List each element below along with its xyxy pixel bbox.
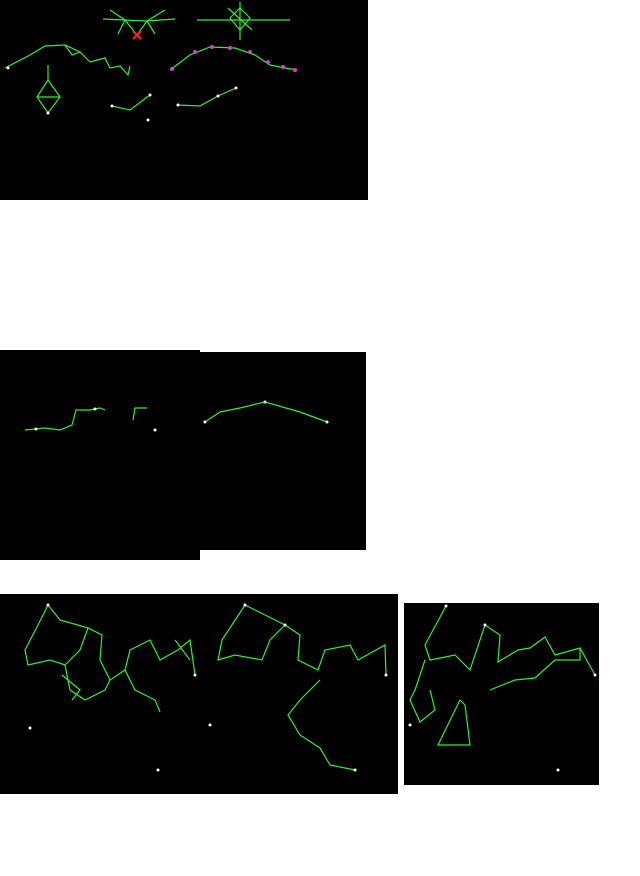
graph-node bbox=[216, 94, 220, 98]
graph-node bbox=[234, 86, 238, 90]
graph-node bbox=[146, 118, 150, 122]
graph-edge bbox=[217, 604, 387, 676]
graph-edge bbox=[227, 7, 253, 31]
graph-edge bbox=[229, 7, 251, 31]
graph-edge bbox=[64, 44, 81, 56]
panel-background bbox=[0, 350, 200, 560]
graph-edge bbox=[204, 401, 328, 423]
graph-node bbox=[208, 723, 212, 727]
graph-edge bbox=[244, 604, 286, 626]
graph-node bbox=[408, 723, 412, 727]
graph-node bbox=[384, 673, 388, 677]
graph-node bbox=[28, 726, 32, 730]
graph-edge bbox=[489, 648, 581, 691]
graph-node bbox=[46, 603, 50, 607]
graph-node bbox=[193, 50, 197, 54]
panel-background bbox=[0, 0, 368, 200]
graph-node bbox=[203, 420, 207, 424]
panel-background bbox=[404, 603, 599, 785]
graph-edge bbox=[64, 664, 111, 701]
graph-edge bbox=[174, 639, 191, 661]
graph-node bbox=[266, 60, 270, 64]
graph-node bbox=[6, 66, 10, 70]
graph-edge bbox=[177, 87, 237, 107]
node-group bbox=[34, 400, 329, 432]
graph-edge bbox=[24, 604, 196, 681]
panel-background bbox=[195, 352, 366, 550]
graph-edge bbox=[61, 674, 81, 701]
graph-node bbox=[153, 428, 157, 432]
panel-bottom bbox=[0, 594, 599, 794]
graph-node bbox=[46, 111, 50, 115]
graph-node bbox=[170, 67, 174, 71]
graph-node bbox=[156, 768, 160, 772]
graph-node bbox=[293, 68, 297, 72]
graph-node bbox=[34, 427, 38, 431]
graph-edge bbox=[437, 699, 471, 746]
graph-edge bbox=[287, 679, 356, 771]
graph-edge bbox=[424, 605, 596, 676]
panel-top bbox=[0, 0, 368, 200]
node-group bbox=[170, 45, 297, 72]
graph-node bbox=[444, 604, 448, 608]
graph-node bbox=[263, 400, 267, 404]
graph-node bbox=[228, 46, 232, 50]
node-group bbox=[6, 66, 238, 122]
graph-edge bbox=[24, 407, 106, 431]
graph-node bbox=[210, 45, 214, 49]
graph-node bbox=[325, 420, 329, 424]
graph-edge bbox=[111, 94, 151, 111]
graph-node bbox=[110, 104, 114, 108]
graph-edge bbox=[132, 30, 142, 40]
panel-middle bbox=[0, 350, 366, 560]
graph-edge bbox=[102, 18, 176, 22]
graph-node bbox=[248, 50, 252, 54]
graph-edge bbox=[124, 669, 161, 713]
graph-edge bbox=[117, 19, 126, 35]
graph-node bbox=[483, 623, 487, 627]
graph-edge bbox=[132, 407, 147, 421]
graph-edge bbox=[146, 20, 156, 35]
panel-background bbox=[0, 594, 398, 794]
graph-node bbox=[556, 768, 560, 772]
graph-edge bbox=[47, 604, 89, 629]
graph-node bbox=[593, 673, 597, 677]
graph-node bbox=[176, 103, 180, 107]
graph-edge bbox=[409, 659, 436, 723]
graph-node bbox=[193, 673, 197, 677]
graph-node bbox=[243, 603, 247, 607]
graph-node bbox=[148, 93, 152, 97]
graph-edge bbox=[4, 44, 131, 77]
graph-node bbox=[283, 623, 287, 627]
graph-node bbox=[353, 768, 357, 772]
graph-node bbox=[93, 407, 97, 411]
node-group bbox=[28, 603, 597, 772]
graph-node bbox=[281, 65, 285, 69]
